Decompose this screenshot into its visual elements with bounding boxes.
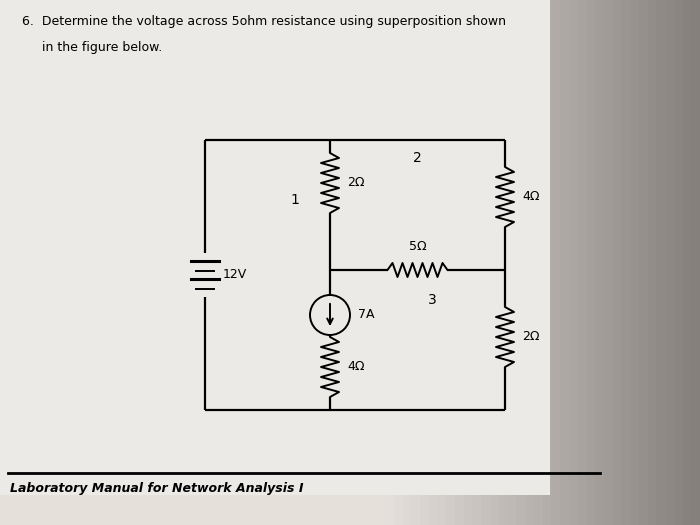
Bar xyxy=(517,0,525,525)
Bar xyxy=(202,0,210,525)
Bar xyxy=(78,0,88,525)
Bar xyxy=(148,0,158,525)
Bar xyxy=(88,0,97,525)
Bar xyxy=(463,0,473,525)
Bar xyxy=(8,0,18,525)
Bar xyxy=(612,0,622,525)
Bar xyxy=(52,0,62,525)
Bar xyxy=(578,0,587,525)
Bar xyxy=(183,0,192,525)
Bar xyxy=(438,0,447,525)
Bar xyxy=(307,0,315,525)
Bar xyxy=(393,0,402,525)
Bar xyxy=(673,0,682,525)
Bar xyxy=(342,0,350,525)
Bar xyxy=(122,0,132,525)
Bar xyxy=(508,0,517,525)
Bar xyxy=(175,0,183,525)
Text: 2Ω: 2Ω xyxy=(347,176,365,190)
Bar xyxy=(132,0,140,525)
Text: 7A: 7A xyxy=(358,309,374,321)
Bar xyxy=(140,0,148,525)
Bar xyxy=(167,0,175,525)
Bar xyxy=(482,0,490,525)
Bar xyxy=(665,0,673,525)
Bar xyxy=(70,0,78,525)
Bar xyxy=(332,0,342,525)
Bar xyxy=(262,0,272,525)
Bar xyxy=(525,0,533,525)
Bar xyxy=(18,0,27,525)
Text: Laboratory Manual for Network Analysis I: Laboratory Manual for Network Analysis I xyxy=(10,482,304,495)
Bar xyxy=(402,0,412,525)
Bar xyxy=(533,0,542,525)
Bar xyxy=(560,0,568,525)
Bar xyxy=(552,0,560,525)
Bar xyxy=(272,0,280,525)
Bar xyxy=(350,0,358,525)
Bar xyxy=(43,0,52,525)
Bar xyxy=(105,0,113,525)
Text: 4Ω: 4Ω xyxy=(347,361,365,373)
Bar xyxy=(210,0,218,525)
Bar xyxy=(236,0,245,525)
Bar xyxy=(158,0,167,525)
Bar xyxy=(228,0,237,525)
Bar xyxy=(648,0,657,525)
Text: 6.  Determine the voltage across 5ohm resistance using superposition shown: 6. Determine the voltage across 5ohm res… xyxy=(22,15,506,28)
Bar xyxy=(0,0,550,495)
Bar xyxy=(587,0,595,525)
Bar xyxy=(412,0,420,525)
Bar xyxy=(542,0,552,525)
Bar xyxy=(27,0,35,525)
Bar xyxy=(368,0,377,525)
Bar xyxy=(657,0,665,525)
Bar xyxy=(280,0,289,525)
Bar xyxy=(428,0,438,525)
Bar xyxy=(682,0,692,525)
Bar xyxy=(253,0,262,525)
Text: 2: 2 xyxy=(412,151,421,165)
Bar xyxy=(603,0,612,525)
Bar xyxy=(62,0,70,525)
Text: 5Ω: 5Ω xyxy=(409,240,426,253)
Bar xyxy=(568,0,578,525)
Bar xyxy=(385,0,393,525)
Bar xyxy=(358,0,368,525)
Bar xyxy=(288,0,298,525)
Bar xyxy=(113,0,122,525)
Bar xyxy=(420,0,428,525)
Bar xyxy=(0,0,8,525)
Bar xyxy=(455,0,464,525)
Bar xyxy=(498,0,508,525)
Text: 2Ω: 2Ω xyxy=(522,331,540,343)
Bar xyxy=(298,0,307,525)
Bar xyxy=(473,0,482,525)
Text: in the figure below.: in the figure below. xyxy=(22,41,162,54)
Bar xyxy=(377,0,385,525)
Bar xyxy=(245,0,254,525)
Bar xyxy=(595,0,603,525)
Text: 12V: 12V xyxy=(223,268,247,281)
Bar xyxy=(630,0,638,525)
Bar xyxy=(692,0,700,525)
Text: 1: 1 xyxy=(290,193,300,207)
Bar xyxy=(447,0,455,525)
Bar xyxy=(490,0,498,525)
Bar xyxy=(622,0,630,525)
Bar xyxy=(193,0,202,525)
Bar xyxy=(638,0,648,525)
Bar xyxy=(35,0,43,525)
Text: 3: 3 xyxy=(428,293,436,307)
Bar xyxy=(218,0,228,525)
Bar xyxy=(97,0,105,525)
Text: 4Ω: 4Ω xyxy=(522,191,540,204)
Bar xyxy=(315,0,323,525)
Bar xyxy=(323,0,332,525)
